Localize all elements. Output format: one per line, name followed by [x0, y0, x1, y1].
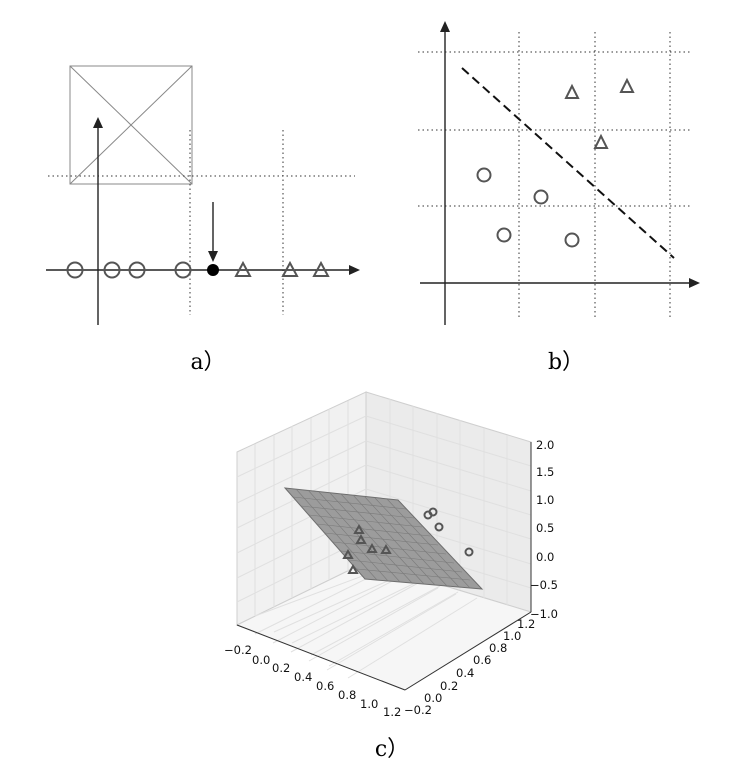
triangle-marker-3d: [342, 548, 354, 559]
svg-text:0.2: 0.2: [272, 661, 290, 675]
circle-marker: [564, 232, 580, 248]
circle-marker: [476, 167, 492, 183]
triangle-marker: [312, 260, 330, 277]
svg-text:0.6: 0.6: [316, 679, 334, 693]
triangle-marker-3d: [347, 563, 359, 574]
svg-text:−0.5: −0.5: [530, 578, 558, 592]
svg-text:−0.2: −0.2: [404, 703, 432, 717]
caption-c: c）: [375, 737, 409, 762]
z-axis-ticks: 2.0 1.5 1.0 0.5 0.0 −0.5 −1.0: [530, 438, 558, 621]
decision-boundary-dashed-line: [461, 67, 675, 259]
filled-dot: [207, 264, 219, 276]
svg-text:1.5: 1.5: [536, 465, 554, 479]
y-axis-line: [404, 611, 532, 691]
crossed-box: [69, 65, 193, 185]
triangle-marker-3d: [355, 533, 367, 544]
circle-marker: [128, 261, 146, 279]
triangle-marker: [281, 260, 299, 277]
y-axis-ticks: 0.0 0.2 0.4 0.6 0.8 1.0 1.2 −0.2: [404, 617, 535, 717]
circle-marker: [533, 189, 549, 205]
triangle-marker-3d: [366, 542, 378, 553]
svg-text:0.6: 0.6: [473, 653, 491, 667]
triangle-marker: [234, 260, 252, 277]
x-axis-ticks: −0.2 0.0 0.2 0.4 0.6 0.8 1.0 1.2: [224, 643, 401, 719]
svg-text:0.4: 0.4: [294, 670, 312, 684]
caption-a: a）: [190, 350, 225, 375]
svg-text:1.0: 1.0: [360, 697, 378, 711]
svg-text:−1.0: −1.0: [530, 607, 558, 621]
circle-marker-3d: [434, 522, 444, 532]
y-axis-arrowhead: [93, 117, 103, 128]
circle-marker: [174, 261, 192, 279]
y-axis-arrowhead: [440, 21, 450, 32]
svg-text:0.0: 0.0: [536, 550, 554, 564]
separating-plane: [283, 487, 484, 590]
svg-text:1.2: 1.2: [517, 617, 535, 631]
triangle-marker: [619, 77, 635, 93]
triangle-marker: [593, 133, 609, 149]
pointer-arrowhead: [208, 251, 218, 262]
svg-text:0.5: 0.5: [536, 521, 554, 535]
circle-marker-3d: [464, 547, 474, 557]
triangle-marker-3d: [380, 543, 392, 554]
svg-text:1.0: 1.0: [503, 629, 521, 643]
x-axis-line: [236, 624, 406, 691]
circle-marker: [103, 261, 121, 279]
panel-a: a）: [46, 65, 360, 375]
panel-b: b）: [418, 21, 700, 375]
x-axis-arrowhead: [349, 265, 360, 275]
circle-marker-3d: [428, 507, 438, 517]
svg-text:0.0: 0.0: [424, 691, 442, 705]
panel-c: 2.0 1.5 1.0 0.5 0.0 −0.5 −1.0 −0.2 0.0 0…: [224, 391, 558, 762]
dotted-grid: [418, 32, 692, 320]
triangle-marker: [564, 83, 580, 99]
x-axis-arrowhead: [689, 278, 700, 288]
svg-text:2.0: 2.0: [536, 438, 554, 452]
svg-text:1.0: 1.0: [536, 493, 554, 507]
svg-text:0.8: 0.8: [338, 688, 356, 702]
svg-text:0.0: 0.0: [252, 653, 270, 667]
caption-b: b）: [548, 350, 584, 375]
circle-marker: [496, 227, 512, 243]
circle-marker: [66, 261, 84, 279]
triangle-marker-3d: [353, 523, 365, 534]
svg-text:0.2: 0.2: [440, 679, 458, 693]
svg-text:1.2: 1.2: [383, 705, 401, 719]
svg-text:0.4: 0.4: [456, 666, 474, 680]
svg-text:0.8: 0.8: [489, 641, 507, 655]
svg-text:−0.2: −0.2: [224, 643, 252, 657]
